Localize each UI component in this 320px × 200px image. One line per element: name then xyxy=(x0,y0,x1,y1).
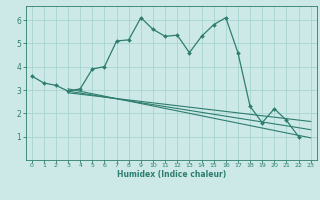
X-axis label: Humidex (Indice chaleur): Humidex (Indice chaleur) xyxy=(116,170,226,179)
